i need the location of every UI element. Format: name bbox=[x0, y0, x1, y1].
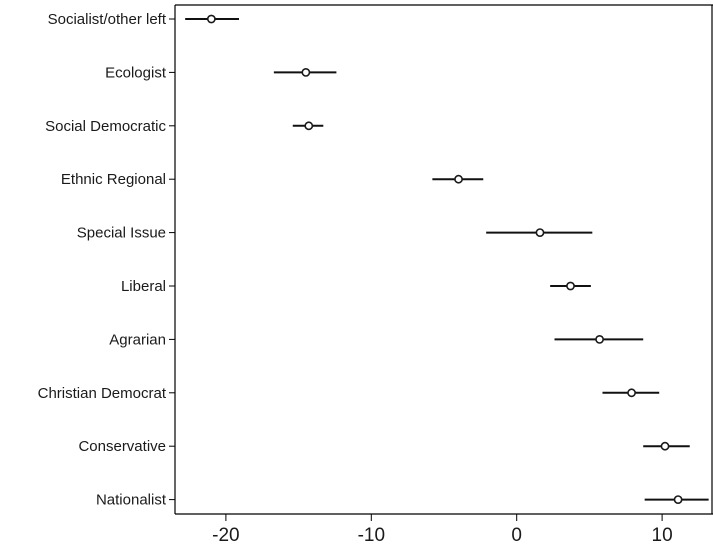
point-estimate bbox=[304, 121, 314, 131]
point-estimate bbox=[454, 174, 463, 184]
x-tick-label: -10 bbox=[358, 525, 385, 545]
y-tick-label: Agrarian bbox=[109, 331, 166, 348]
y-tick-label: Christian Democrat bbox=[38, 385, 167, 402]
estimates-series bbox=[185, 14, 709, 504]
y-tick-label: Special Issue bbox=[77, 225, 166, 242]
y-tick-label: Social Democratic bbox=[45, 118, 166, 135]
point-estimate bbox=[660, 441, 670, 451]
axes bbox=[174, 4, 713, 515]
point-estimate bbox=[627, 388, 636, 398]
y-tick-label: Socialist/other left bbox=[48, 11, 167, 28]
point-estimate bbox=[301, 68, 311, 77]
point-estimate bbox=[206, 14, 216, 24]
y-tick-label: Ethnic Regional bbox=[61, 171, 166, 188]
y-tick-label: Nationalist bbox=[96, 492, 167, 509]
point-estimate bbox=[535, 228, 545, 237]
point-estimate bbox=[673, 495, 683, 504]
x-axis-ticks: -20 -10 0 10 bbox=[212, 514, 673, 545]
y-axis-ticks: Socialist/other left Ecologist Social Demo… bbox=[38, 11, 175, 509]
x-tick-label: 0 bbox=[511, 525, 522, 545]
x-tick-label: -20 bbox=[212, 525, 239, 545]
x-tick-label: 10 bbox=[652, 525, 673, 545]
y-tick-label: Conservative bbox=[78, 438, 166, 455]
point-estimate bbox=[566, 281, 575, 291]
point-estimate bbox=[595, 334, 604, 344]
y-tick-label: Ecologist bbox=[105, 64, 167, 81]
y-tick-label: Liberal bbox=[121, 278, 166, 295]
